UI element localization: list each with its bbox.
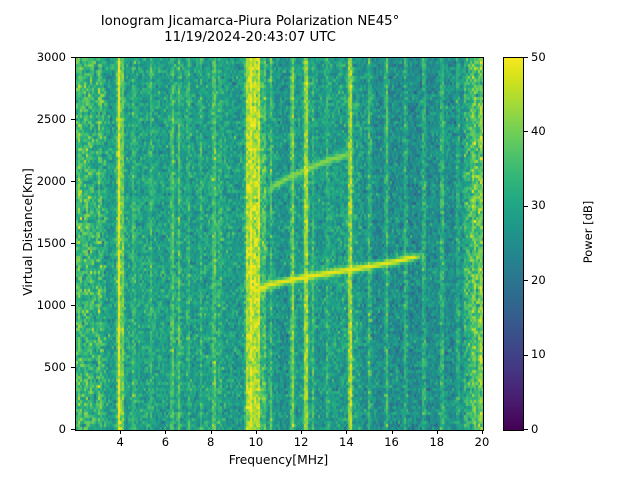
colorbar-tick-label: 40: [531, 123, 546, 138]
colorbar-label: Power [dB]: [581, 200, 595, 264]
colorbar-tick: [524, 131, 528, 132]
x-tick: [392, 430, 393, 434]
ionogram-heatmap-canvas: [76, 58, 483, 430]
x-tick-label: 14: [339, 435, 354, 449]
y-tick: [71, 181, 75, 182]
y-tick: [71, 429, 75, 430]
x-tick-label: 18: [429, 435, 445, 449]
colorbar-gradient-canvas: [504, 58, 523, 430]
y-tick: [71, 305, 75, 306]
colorbar-tick: [524, 57, 528, 58]
x-tick: [165, 430, 166, 434]
y-tick-label: 1500: [36, 235, 66, 250]
y-tick: [71, 57, 75, 58]
x-tick-label: 10: [248, 435, 264, 449]
y-tick-label: 1000: [36, 297, 66, 312]
x-tick: [437, 430, 438, 434]
colorbar-tick: [524, 280, 528, 281]
x-axis-label: Frequency[MHz]: [228, 453, 329, 467]
y-tick-label: 500: [44, 359, 66, 374]
y-tick-label: 3000: [36, 49, 66, 64]
y-tick: [71, 367, 75, 368]
colorbar-tick: [524, 429, 528, 430]
x-tick-label: 16: [384, 435, 399, 449]
y-tick: [71, 119, 75, 120]
y-tick-label: 2500: [36, 111, 66, 126]
colorbar-tick-label: 0: [531, 421, 539, 436]
colorbar-tick: [524, 355, 528, 356]
colorbar-tick: [524, 206, 528, 207]
y-tick-label: 2000: [36, 173, 66, 188]
x-tick: [120, 430, 121, 434]
colorbar-tick-label: 10: [531, 347, 546, 362]
ionogram-plot-area: [75, 57, 484, 431]
chart-title: Ionogram Jicamarca-Piura Polarization NE…: [100, 14, 400, 45]
x-tick: [256, 430, 257, 434]
y-axis-label: Virtual Distance[Km]: [21, 168, 35, 296]
x-tick-label: 4: [116, 435, 124, 449]
x-tick: [346, 430, 347, 434]
x-tick: [301, 430, 302, 434]
x-tick: [482, 430, 483, 434]
x-tick-label: 6: [161, 435, 170, 449]
x-tick-label: 20: [474, 435, 490, 449]
colorbar-tick-label: 50: [531, 49, 546, 64]
y-tick: [71, 243, 75, 244]
x-tick-label: 8: [206, 435, 215, 449]
y-tick-label: 0: [58, 421, 66, 436]
x-tick: [211, 430, 212, 434]
colorbar: [503, 57, 524, 431]
x-tick-label: 12: [293, 435, 309, 449]
colorbar-tick-label: 20: [531, 272, 546, 287]
colorbar-tick-label: 30: [531, 198, 546, 213]
